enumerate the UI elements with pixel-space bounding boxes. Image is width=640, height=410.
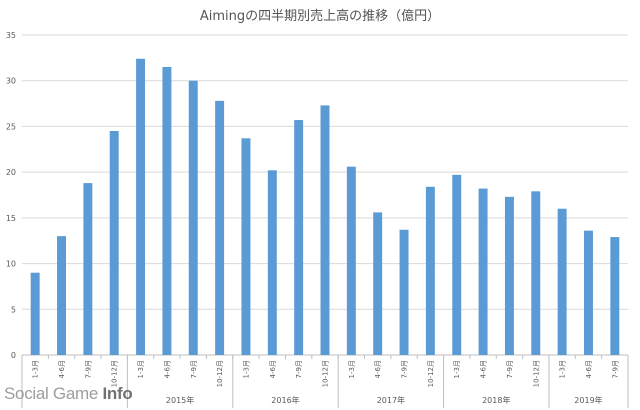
bar bbox=[83, 183, 93, 355]
x-tick-label: 7-9月 bbox=[295, 360, 303, 378]
x-tick-label: 4-6月 bbox=[58, 360, 66, 378]
x-tick-label: 4-6月 bbox=[374, 360, 382, 378]
bar bbox=[241, 138, 251, 355]
x-tick-label: 1-3月 bbox=[559, 360, 567, 378]
bar bbox=[504, 196, 514, 355]
y-tick-label: 20 bbox=[6, 168, 16, 177]
bar bbox=[294, 120, 304, 356]
x-tick-label: 10-12月 bbox=[111, 360, 119, 387]
bar bbox=[373, 212, 383, 355]
year-group-label: 2018年 bbox=[482, 395, 510, 405]
bar bbox=[583, 230, 593, 355]
bar bbox=[162, 67, 172, 355]
bar bbox=[30, 272, 40, 355]
x-tick-label: 1-3月 bbox=[242, 360, 250, 378]
x-tick-label: 4-6月 bbox=[585, 360, 593, 378]
bar bbox=[478, 188, 488, 355]
x-tick-label: 1-3月 bbox=[453, 360, 461, 378]
x-tick-label: 7-9月 bbox=[190, 360, 198, 378]
x-tick-label: 10-12月 bbox=[216, 360, 224, 387]
bar bbox=[136, 58, 146, 356]
chart-title: Aimingの四半期別売上高の推移（億円） bbox=[200, 8, 440, 24]
bar bbox=[267, 170, 277, 355]
x-tick-label: 1-3月 bbox=[348, 360, 356, 378]
y-tick-label: 30 bbox=[6, 77, 16, 86]
x-tick-label: 7-9月 bbox=[611, 360, 619, 378]
y-tick-label: 15 bbox=[6, 214, 16, 223]
bar bbox=[57, 236, 67, 355]
y-tick-label: 35 bbox=[6, 31, 16, 40]
x-tick-label: 10-12月 bbox=[427, 360, 435, 387]
x-tick-label: 4-6月 bbox=[163, 360, 171, 378]
year-group-label: 2019年 bbox=[574, 395, 602, 405]
bar bbox=[557, 208, 567, 355]
x-tick-label: 4-6月 bbox=[480, 360, 488, 378]
bar bbox=[531, 191, 541, 355]
watermark-text-social-game: Social Game bbox=[4, 384, 103, 403]
y-tick-label: 0 bbox=[11, 351, 16, 360]
bar bbox=[610, 237, 620, 355]
x-tick-label: 4-6月 bbox=[269, 360, 277, 378]
year-group-label: 2017年 bbox=[377, 395, 405, 405]
x-tick-label: 10-12月 bbox=[322, 360, 330, 387]
bar bbox=[425, 186, 435, 355]
year-group-label: 2015年 bbox=[166, 395, 194, 405]
x-tick-label: 10-12月 bbox=[532, 360, 540, 387]
x-tick-label: 7-9月 bbox=[84, 360, 92, 378]
watermark-logo: Social Game Info bbox=[4, 384, 133, 404]
bar bbox=[346, 166, 356, 355]
x-tick-label: 1-3月 bbox=[137, 360, 145, 378]
bar bbox=[399, 229, 409, 355]
y-tick-label: 5 bbox=[11, 305, 16, 314]
x-tick-label: 1-3月 bbox=[32, 360, 40, 378]
watermark-text-info: Info bbox=[102, 384, 133, 403]
bar bbox=[215, 100, 225, 355]
bar bbox=[188, 80, 198, 355]
bar bbox=[109, 131, 119, 355]
bar bbox=[320, 105, 330, 356]
x-tick-label: 7-9月 bbox=[506, 360, 514, 378]
bar bbox=[452, 174, 462, 355]
y-tick-label: 10 bbox=[6, 260, 16, 269]
y-tick-label: 25 bbox=[6, 122, 16, 131]
year-group-label: 2016年 bbox=[271, 395, 299, 405]
x-tick-label: 7-9月 bbox=[401, 360, 409, 378]
